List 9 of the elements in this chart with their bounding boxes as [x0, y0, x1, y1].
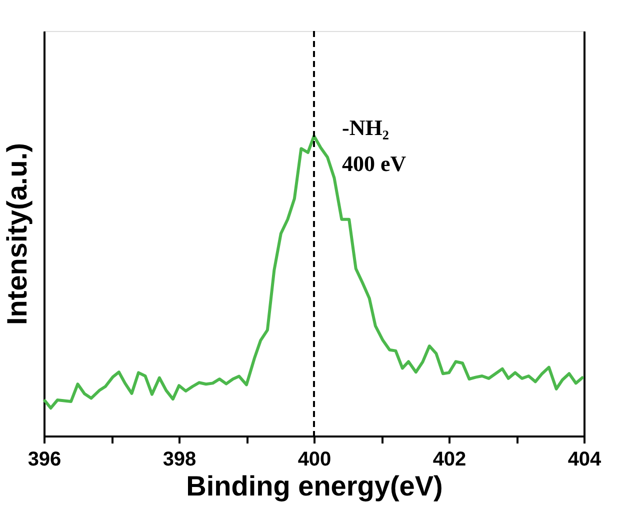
- x-tick-label: 404: [568, 448, 602, 470]
- y-axis-title: Intensity(a.u.): [2, 142, 32, 326]
- x-tick-label: 398: [162, 448, 196, 470]
- x-tick-label: 402: [432, 448, 466, 470]
- annotation: 400 eV: [342, 151, 406, 176]
- x-tick-label: 396: [28, 448, 62, 470]
- annotation: -NH₂: [342, 115, 390, 140]
- x-axis-title: Binding energy(eV): [186, 470, 443, 502]
- x-tick-label: 400: [298, 448, 332, 470]
